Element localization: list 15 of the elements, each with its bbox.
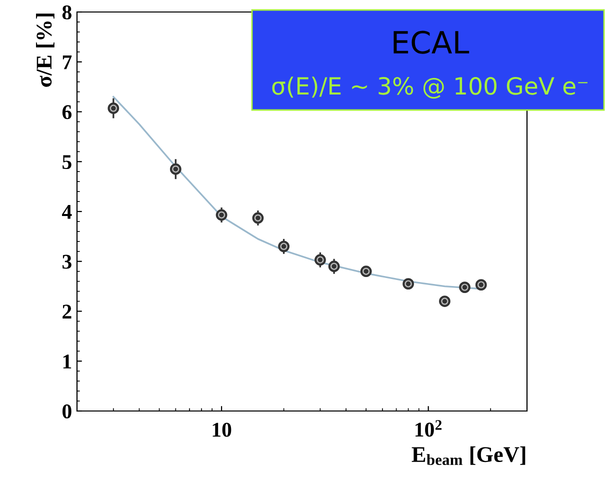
y-tick-label: 4 [62,205,72,219]
y-tick-label: 7 [62,55,72,70]
y-tick-label: 5 [62,155,72,170]
x-tick-label: 10 [212,422,232,437]
annotation: σ(E)/E ~ 3% @ 100 GeV e⁻ [272,76,588,99]
y-tick-label: 6 [62,105,72,120]
x-axis-title: E$_{beam}$ [GeV] [412,446,526,466]
x-tick-label: 10$^{2}$ [416,420,442,437]
y-tick-label: 0 [62,404,72,418]
y-axis-title: σ/E [%] [36,14,54,87]
y-tick-label: 1 [63,354,72,368]
y-tick-label: 8 [62,5,72,20]
y-tick-label: 2 [62,304,72,318]
y-tick-label: 3 [62,254,72,269]
annotation: ECAL [394,30,470,54]
